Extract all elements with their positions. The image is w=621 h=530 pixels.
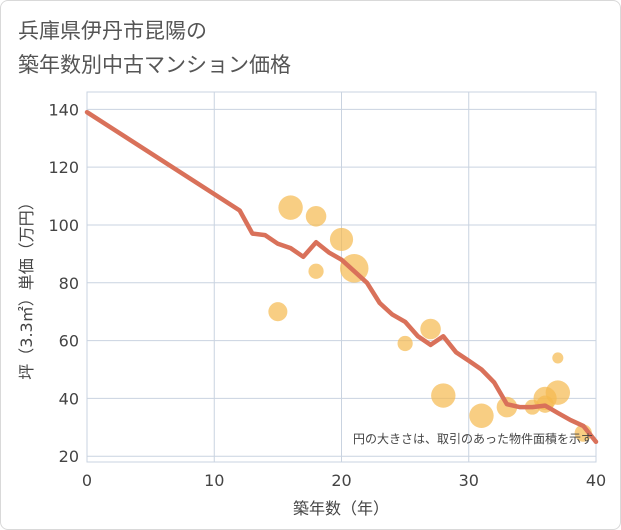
bubble-point	[420, 318, 441, 340]
y-tick-label: 80	[59, 274, 79, 293]
bubble-point	[545, 380, 571, 405]
bubble-point	[329, 227, 354, 252]
x-tick-label: 10	[204, 471, 224, 490]
bubble-point	[397, 335, 413, 352]
y-tick-label: 100	[48, 216, 79, 235]
bubble-point	[469, 403, 494, 428]
bubble-point	[278, 195, 303, 220]
chart-title: 兵庫県伊丹市昆陽の 築年数別中古マンション価格	[18, 14, 578, 82]
y-tick-label: 40	[59, 389, 79, 408]
x-tick-label: 0	[82, 471, 92, 490]
y-axis-title: 坪（3.3㎡）単価（万円）	[17, 194, 36, 379]
trend-line-layer	[84, 109, 599, 445]
chart-title-line-2: 築年数別中古マンション価格	[18, 53, 291, 77]
y-tick-label: 140	[48, 100, 79, 119]
bubble-point	[308, 263, 324, 279]
y-tick-label: 60	[59, 332, 79, 351]
trend-line	[84, 109, 599, 445]
x-tick-label: 20	[331, 471, 351, 490]
chart-title-line-1: 兵庫県伊丹市昆陽の	[18, 19, 207, 43]
bubble-point	[305, 206, 327, 227]
y-tick-label: 20	[59, 447, 79, 466]
y-tick-label: 120	[48, 158, 79, 177]
bubble-point	[496, 396, 518, 418]
bubble-point	[552, 352, 564, 364]
x-axis-title: 築年数（年）	[293, 499, 389, 518]
x-tick-label: 30	[459, 471, 479, 490]
bubble-point	[431, 383, 456, 408]
bubble-point	[268, 302, 288, 322]
x-tick-label: 40	[586, 471, 606, 490]
size-note: 円の大きさは、取引のあった物件面積を示す	[353, 431, 593, 446]
tick-layer: 20 40 60 80 100 120 140 0 10 20 30 40	[48, 100, 606, 490]
